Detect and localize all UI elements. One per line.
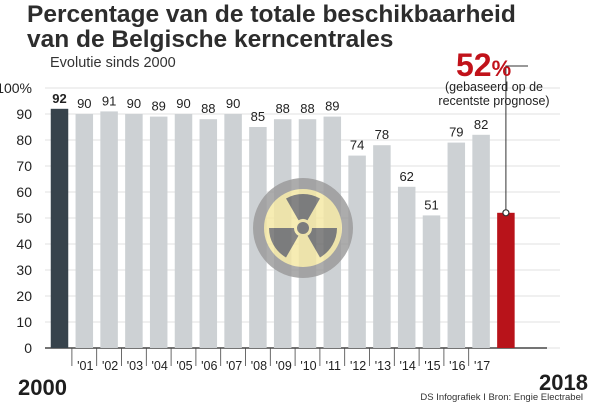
- bar-value-label: 74: [350, 138, 364, 153]
- y-tick-label: 90: [16, 106, 32, 122]
- bar: [174, 114, 193, 348]
- bar-value-label: 90: [176, 96, 190, 111]
- chart-subtitle: Evolutie sinds 2000: [50, 55, 176, 71]
- bar: [373, 145, 391, 348]
- radiation-blade: [307, 228, 337, 258]
- title-line-2: van de Belgische kerncentrales: [27, 26, 394, 53]
- bar-value-label: 88: [300, 101, 314, 116]
- annotation-leader-line: [505, 65, 528, 210]
- bar-value-label: 90: [226, 96, 240, 111]
- radiation-center-dot: [297, 222, 309, 234]
- x-tick-label: '03: [127, 359, 143, 373]
- x-tick-label: '17: [474, 359, 490, 373]
- radiation-blade: [286, 194, 320, 221]
- end-year-label: 2018: [539, 370, 588, 395]
- bar: [75, 114, 94, 348]
- x-tick-label: '13: [375, 359, 391, 373]
- bar: [397, 186, 416, 348]
- chart-title: Percentage van de totale beschikbaarheid…: [27, 2, 587, 52]
- x-tick-label: '09: [276, 359, 292, 373]
- x-tick-label: '02: [102, 359, 118, 373]
- bar-value-label: 92: [52, 91, 66, 106]
- x-tick-label: '06: [201, 359, 217, 373]
- y-tick-label: 40: [16, 236, 32, 252]
- bar-value-label: 85: [251, 109, 265, 124]
- bar: [149, 116, 168, 348]
- bar-value-label: 90: [77, 96, 91, 111]
- y-tick-label: 10: [16, 314, 32, 330]
- y-tick-label: 60: [16, 184, 32, 200]
- bar: [100, 111, 118, 349]
- bar: [224, 114, 242, 348]
- x-tick-label: '16: [449, 359, 465, 373]
- y-tick-label: 0: [24, 340, 32, 356]
- annotation-note-line-2: recentste prognose): [438, 94, 549, 108]
- y-tick-label: 80: [16, 132, 32, 148]
- bar: [472, 134, 490, 348]
- bar-value-label: 79: [449, 125, 463, 140]
- source-credit: DS Infografiek I Bron: Engie Electrabel: [420, 392, 583, 403]
- title-line-1: Percentage van de totale beschikbaarheid: [27, 1, 516, 28]
- x-tick-label: '08: [251, 359, 267, 373]
- x-tick-label: '04: [152, 359, 168, 373]
- y-tick-label: 20: [16, 288, 32, 304]
- bar: [50, 108, 69, 348]
- bar: [497, 212, 515, 348]
- x-tick-label: '14: [400, 359, 416, 373]
- radiation-symbol-icon: [253, 178, 353, 278]
- bar: [422, 215, 441, 348]
- bar-value-label: 89: [325, 99, 339, 114]
- y-tick-label: 50: [16, 210, 32, 226]
- bar-value-label: 78: [375, 127, 389, 142]
- annotation-value: 52%: [456, 47, 511, 83]
- bar-value-label: 82: [474, 117, 488, 132]
- bar-value-label: 62: [399, 169, 413, 184]
- x-tick-label: '12: [350, 359, 366, 373]
- x-tick-label: '15: [424, 359, 440, 373]
- annotation-marker: [502, 209, 510, 217]
- x-tick-label: '07: [226, 359, 242, 373]
- bar-value-label: 91: [102, 93, 116, 108]
- bar-value-label: 89: [151, 99, 165, 114]
- radiation-blade: [269, 228, 299, 258]
- bar-value-label: 88: [201, 101, 215, 116]
- x-tick-label: '10: [300, 359, 316, 373]
- bar-value-label: 90: [127, 96, 141, 111]
- bar-value-label: 88: [275, 101, 289, 116]
- annotation-note-line-1: (gebaseerd op de: [445, 80, 543, 94]
- x-tick-label: '01: [77, 359, 93, 373]
- y-tick-label: 100%: [0, 80, 32, 96]
- y-tick-label: 70: [16, 158, 32, 174]
- bar: [447, 142, 466, 348]
- bar: [348, 155, 366, 348]
- bar-value-label: 51: [424, 197, 438, 212]
- x-tick-label: '11: [326, 359, 341, 373]
- x-tick-label: '05: [176, 359, 192, 373]
- start-year-label: 2000: [18, 375, 67, 400]
- y-tick-label: 30: [16, 262, 32, 278]
- bar: [125, 114, 143, 348]
- bar: [199, 119, 218, 348]
